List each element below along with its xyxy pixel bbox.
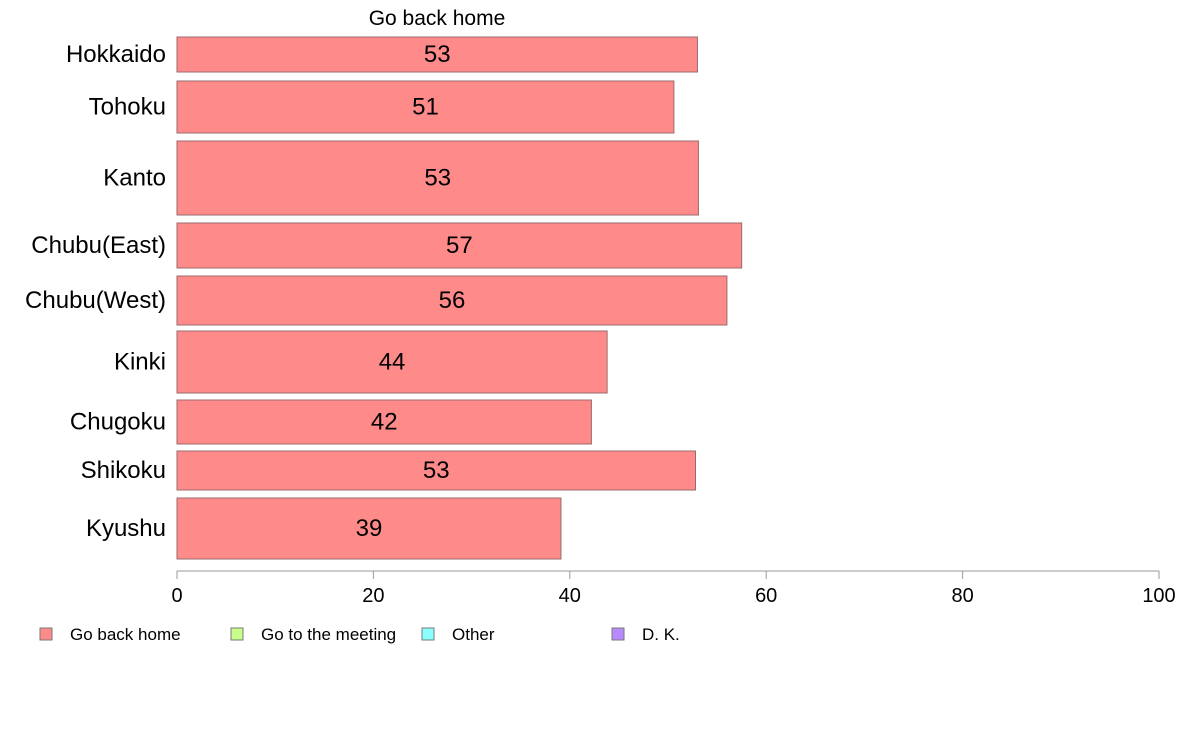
bar-kanto xyxy=(176,140,699,216)
category-label: Kinki xyxy=(114,349,166,376)
data-label: 51 xyxy=(412,94,439,121)
x-tick-label: 80 xyxy=(951,585,973,607)
bar-chugoku xyxy=(176,399,592,445)
bars-group: Hokkaido 53 Tohoku 51 Kanto 53 Chubu(East) 57 Ch… xyxy=(25,36,743,560)
category-label: Hokkaido xyxy=(66,41,166,68)
data-label: 53 xyxy=(424,165,451,192)
category-label: Chugoku xyxy=(70,409,166,436)
legend-swatch xyxy=(421,627,435,641)
legend-label: Go back home xyxy=(70,625,181,644)
data-label: 53 xyxy=(423,457,450,484)
data-label: 53 xyxy=(424,41,451,68)
legend: Go back home Go to the meeting Other D. K. xyxy=(39,625,680,644)
x-axis: 0 20 40 60 80 100 xyxy=(171,570,1176,607)
bar-tohoku xyxy=(176,80,675,134)
data-label: 44 xyxy=(379,349,406,376)
category-label: Shikoku xyxy=(81,457,166,484)
category-label: Chubu(West) xyxy=(25,287,166,314)
legend-label: Go to the meeting xyxy=(261,625,396,644)
legend-swatch xyxy=(611,627,625,641)
data-label: 42 xyxy=(371,409,398,436)
x-tick-label: 60 xyxy=(755,585,777,607)
bar-chubu-west- xyxy=(176,275,728,326)
x-tick-label: 100 xyxy=(1142,585,1175,607)
chart-title: Go back home xyxy=(369,7,506,30)
legend-swatch xyxy=(39,627,53,641)
legend-label: Other xyxy=(452,625,495,644)
x-tick-label: 0 xyxy=(171,585,182,607)
bar-kinki xyxy=(176,330,608,394)
category-label: Kyushu xyxy=(86,515,166,542)
data-label: 39 xyxy=(356,515,383,542)
x-tick-label: 20 xyxy=(362,585,384,607)
data-label: 56 xyxy=(439,287,466,314)
bar-chubu-east- xyxy=(176,222,743,269)
data-label: 57 xyxy=(446,232,473,259)
bar-kyushu xyxy=(176,497,562,560)
legend-swatch xyxy=(230,627,244,641)
x-tick-label: 40 xyxy=(559,585,581,607)
bar-shikoku xyxy=(176,450,696,491)
category-label: Tohoku xyxy=(89,94,166,121)
bar-hokkaido xyxy=(176,36,698,73)
category-label: Chubu(East) xyxy=(31,232,166,259)
legend-label: D. K. xyxy=(642,625,680,644)
category-label: Kanto xyxy=(103,165,166,192)
